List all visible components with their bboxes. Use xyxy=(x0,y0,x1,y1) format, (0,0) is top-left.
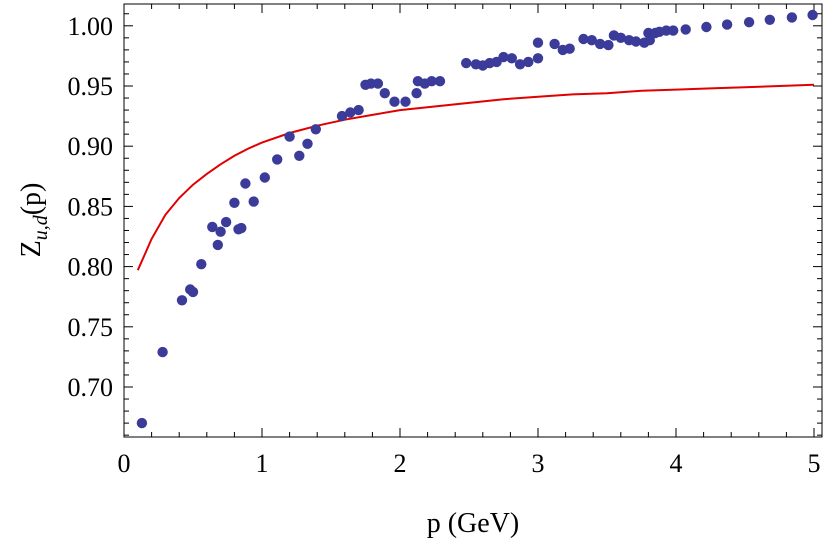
data-point xyxy=(630,36,642,47)
data-point xyxy=(236,222,247,234)
data-point xyxy=(644,35,655,46)
data-point xyxy=(157,346,168,358)
data-point xyxy=(196,259,207,270)
data-point xyxy=(389,96,400,107)
data-point xyxy=(411,88,422,99)
data-point xyxy=(220,216,232,228)
y-tick-label: 0.70 xyxy=(68,373,114,402)
data-point xyxy=(248,196,259,207)
fit-curve xyxy=(136,83,815,271)
data-point xyxy=(564,43,575,54)
y-axis-title: Zu,d(p) xyxy=(16,183,52,258)
x-tick-label: 3 xyxy=(532,449,545,478)
data-point xyxy=(603,39,614,51)
data-point xyxy=(586,35,597,46)
data-point xyxy=(284,131,295,142)
data-point xyxy=(506,53,517,64)
axis-ticks xyxy=(123,4,822,437)
y-tick-label: 0.95 xyxy=(68,72,114,101)
data-point xyxy=(207,221,218,233)
data-point xyxy=(136,417,148,429)
points-layer xyxy=(136,9,818,429)
data-point xyxy=(549,38,560,50)
data-point xyxy=(353,104,364,116)
data-point xyxy=(721,19,733,30)
y-tick-label: 0.85 xyxy=(68,192,114,221)
data-point xyxy=(426,76,437,87)
data-point xyxy=(668,25,679,36)
y-tick-labels: 0.70 0.75 0.80 0.85 0.90 0.95 1.00 xyxy=(68,12,114,402)
y-tick-label: 1.00 xyxy=(68,12,114,41)
x-tick-label: 4 xyxy=(670,449,683,478)
x-tick-labels: 0 1 2 3 4 5 xyxy=(118,449,821,478)
data-point xyxy=(302,138,313,149)
data-point xyxy=(701,21,712,33)
data-point xyxy=(807,9,818,21)
data-point xyxy=(578,33,589,45)
data-point xyxy=(764,14,775,25)
data-point xyxy=(229,197,240,208)
x-tick-label: 1 xyxy=(256,449,269,478)
y-tick-label: 0.90 xyxy=(68,132,114,161)
data-point xyxy=(680,24,691,35)
data-point xyxy=(434,76,446,87)
data-point xyxy=(532,37,544,48)
data-point xyxy=(345,107,356,118)
data-point xyxy=(215,226,226,237)
data-point xyxy=(310,124,321,135)
data-point xyxy=(176,295,188,306)
data-point xyxy=(532,53,544,64)
data-point xyxy=(400,96,411,107)
x-axis-title: p (GeV) xyxy=(427,508,520,539)
data-point xyxy=(498,51,509,63)
data-point xyxy=(294,150,305,161)
data-point xyxy=(514,59,526,70)
data-point xyxy=(240,178,251,189)
data-point xyxy=(379,88,390,99)
curve-layer xyxy=(136,83,815,271)
data-point xyxy=(372,78,384,89)
x-tick-label: 0 xyxy=(118,449,131,478)
x-tick-label: 2 xyxy=(394,449,407,478)
plot-frame xyxy=(123,3,823,438)
data-point xyxy=(743,17,755,28)
data-point xyxy=(461,57,472,69)
data-point xyxy=(786,12,798,23)
data-point xyxy=(594,38,606,50)
data-point xyxy=(523,56,534,68)
data-point xyxy=(272,154,283,165)
y-tick-label: 0.80 xyxy=(68,253,114,282)
y-tick-label: 0.75 xyxy=(68,313,114,342)
data-point xyxy=(212,239,223,251)
data-point xyxy=(615,32,626,43)
data-point xyxy=(336,110,348,122)
data-point xyxy=(259,172,270,183)
data-point xyxy=(187,286,199,298)
x-tick-label: 5 xyxy=(808,449,821,478)
